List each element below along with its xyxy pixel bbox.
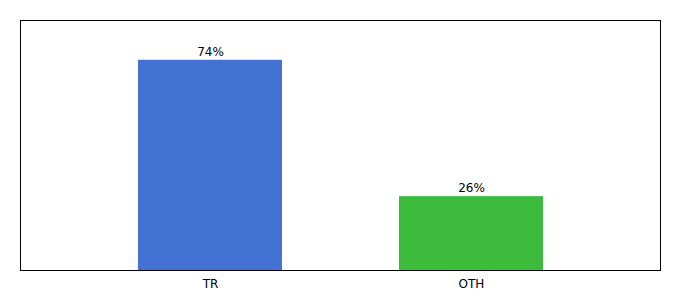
svg-text:26%: 26% bbox=[458, 181, 485, 195]
svg-text:TR: TR bbox=[202, 277, 219, 291]
svg-text:74%: 74% bbox=[197, 45, 224, 59]
svg-text:OTH: OTH bbox=[459, 277, 485, 291]
